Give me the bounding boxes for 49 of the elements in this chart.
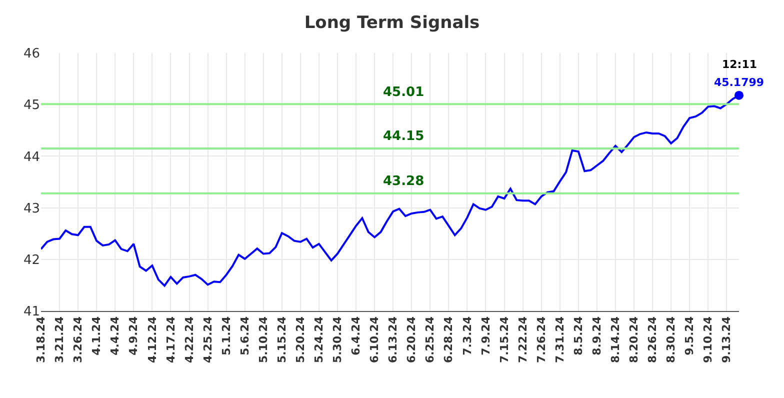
x-tick-label: 6.20.24: [405, 316, 418, 364]
x-tick-label: 4.4.24: [108, 316, 122, 356]
x-tick-label: 6.25.24: [424, 316, 437, 364]
x-tick-label: 7.26.24: [534, 316, 548, 364]
x-tick-label: 9.10.24: [702, 316, 715, 364]
y-tick-label: 42: [23, 252, 40, 268]
x-tick-label: 4.22.24: [182, 316, 196, 364]
x-tick-label: 5.6.24: [238, 316, 252, 356]
x-tick-label: 5.24.24: [312, 316, 326, 364]
x-tick-label: 4.17.24: [164, 316, 178, 364]
x-tick-label: 7.3.24: [460, 316, 474, 356]
x-tick-label: 4.25.24: [201, 316, 214, 364]
x-tick-label: 8.9.24: [590, 316, 604, 356]
y-tick-label: 43: [23, 201, 40, 216]
y-tick-label: 46: [23, 46, 40, 62]
y-tick-label: 45: [23, 98, 40, 114]
x-tick-label: 7.15.24: [498, 316, 511, 364]
x-tick-label: 7.9.24: [479, 316, 492, 356]
y-tick-label: 44: [23, 150, 40, 165]
x-tick-label: 3.21.24: [53, 316, 66, 364]
x-tick-label: 5.10.24: [256, 316, 270, 364]
x-tick-label: 6.10.24: [368, 316, 382, 364]
x-tick-label: 8.26.24: [646, 316, 660, 364]
x-tick-label: 8.20.24: [628, 316, 641, 364]
x-tick-label: 8.14.24: [609, 316, 622, 364]
x-tick-label: 9.13.24: [720, 316, 734, 364]
data-label: 45.1799: [714, 76, 764, 89]
ref-line-label: 45.01: [383, 85, 424, 100]
chart-title: Long Term Signals: [304, 12, 480, 33]
annotation: 12:11: [722, 58, 758, 71]
x-tick-label: 4.9.24: [127, 316, 140, 356]
x-tick-label: 6.28.24: [442, 316, 456, 364]
x-tick-label: 5.15.24: [275, 316, 288, 364]
x-tick-label: 6.4.24: [350, 316, 363, 356]
x-tick-label: 7.31.24: [553, 316, 566, 364]
x-tick-label: 7.22.24: [516, 316, 530, 364]
x-tick-label: 4.1.24: [90, 316, 104, 356]
x-tick-label: 5.30.24: [331, 316, 344, 364]
x-tick-label: 5.1.24: [220, 316, 233, 356]
x-tick-label: 9.5.24: [683, 316, 696, 356]
x-tick-label: 8.30.24: [664, 316, 678, 364]
x-tick-label: 3.18.24: [34, 316, 48, 364]
ref-line-label: 44.15: [383, 129, 424, 144]
x-tick-label: 8.5.24: [572, 316, 585, 356]
x-tick-label: 3.26.24: [72, 316, 85, 364]
x-tick-label: 4.12.24: [146, 316, 159, 364]
ref-line-label: 43.28: [383, 174, 424, 189]
x-tick-label: 6.13.24: [386, 316, 400, 364]
x-tick-label: 5.20.24: [294, 316, 308, 364]
